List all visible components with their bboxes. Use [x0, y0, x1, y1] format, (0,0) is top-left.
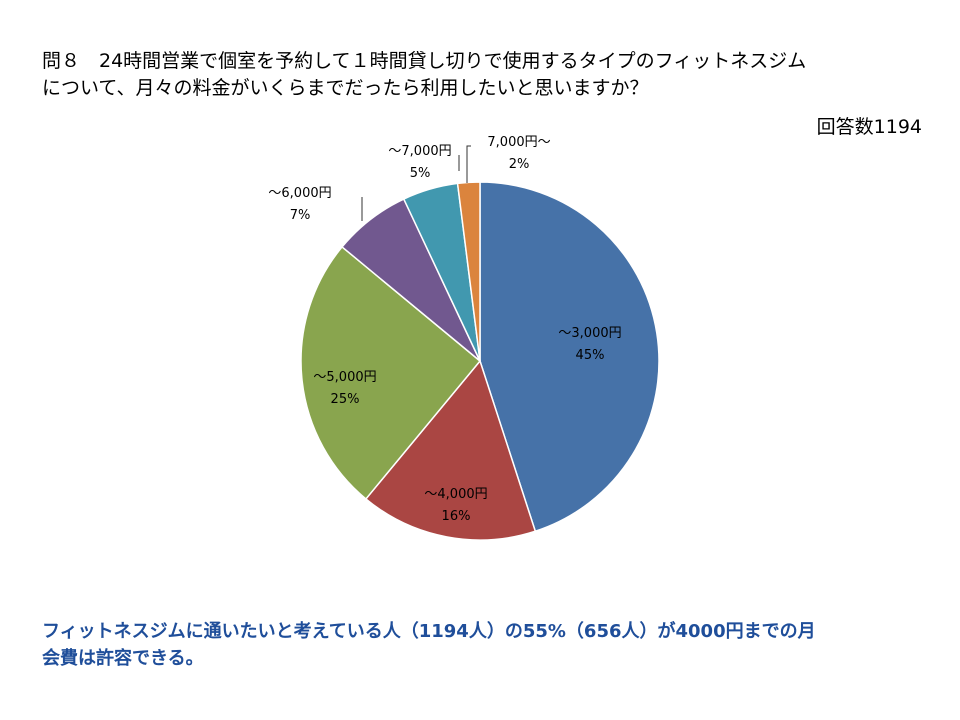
conclusion-text: フィットネスジムに通いたいと考えている人（1194人）の55%（656人）が40… — [42, 618, 922, 672]
slice-percent-6: 2% — [509, 157, 530, 172]
slice-label-6: 7,000円～ — [487, 135, 550, 150]
conclusion-line-1: フィットネスジムに通いたいと考えている人（1194人）の55%（656人）が40… — [42, 621, 816, 642]
slice-label-2: ～4,000円 — [424, 487, 487, 502]
leader-line-6 — [466, 145, 471, 183]
pie-slice-6 — [456, 181, 481, 362]
slice-label-1: ～3,000円 — [558, 326, 621, 341]
slice-labels: ～3,000円 45% ～4,000円 16% ～5,000円 25% ～6,000円 7% ～… — [268, 135, 621, 524]
slice-percent-4: 7% — [290, 208, 311, 223]
slice-label-5: ～7,000円 — [388, 144, 451, 159]
conclusion-line-2: 会費は許容できる。 — [42, 648, 204, 669]
pie-slice-2 — [364, 359, 537, 541]
pie-slice-3 — [300, 245, 482, 500]
question-line-2: について、月々の料金がいくらまでだったら利用したいと思いますか？ — [42, 77, 649, 99]
leader-lines — [361, 145, 471, 221]
pie-slices — [300, 181, 660, 541]
slice-percent-5: 5% — [410, 166, 431, 181]
slice-label-4: ～6,000円 — [268, 186, 331, 201]
response-count: 回答数1194 — [816, 116, 922, 138]
question-line-1: 問８ 24時間営業で個室を予約して１時間貸し切りで使用するタイプのフィットネスジ… — [42, 50, 807, 72]
slice-percent-2: 16% — [442, 509, 471, 524]
slice-label-3: ～5,000円 — [313, 370, 376, 385]
slice-percent-1: 45% — [576, 348, 605, 363]
slice-percent-3: 25% — [331, 392, 360, 407]
question-text: 問８ 24時間営業で個室を予約して１時間貸し切りで使用するタイプのフィットネスジ… — [42, 48, 922, 102]
pie-slice-1 — [479, 181, 660, 533]
